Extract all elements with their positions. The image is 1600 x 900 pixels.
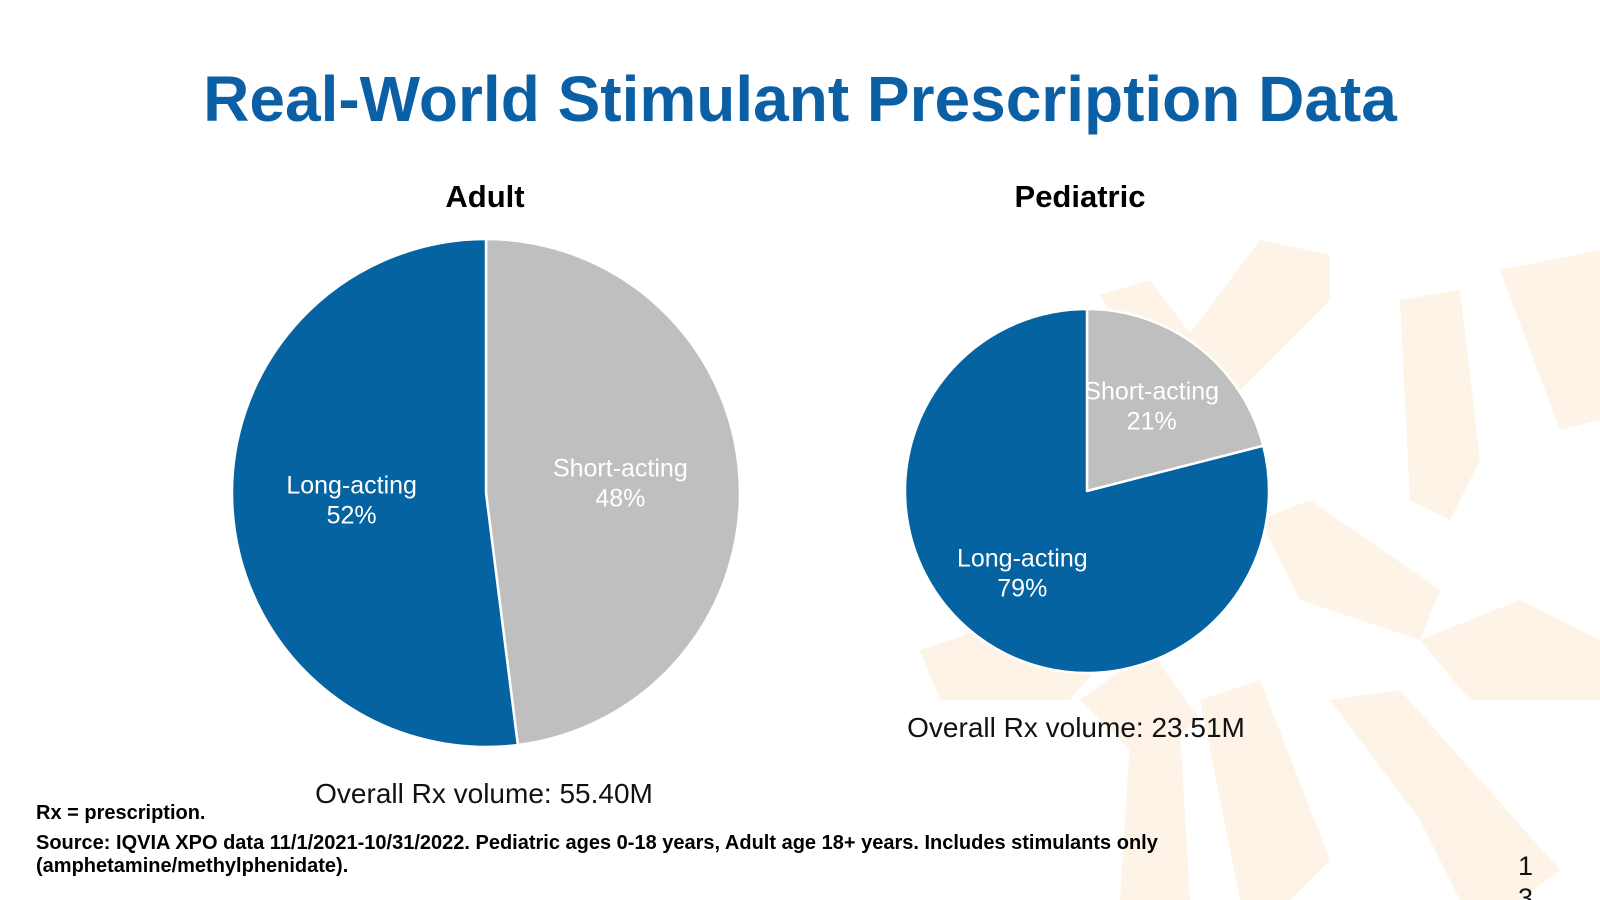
data-label-category: Long-acting (286, 471, 417, 499)
data-label-percent: 79% (997, 574, 1047, 602)
decor-shape (1330, 690, 1480, 820)
data-label: Short-acting 48% (553, 455, 688, 513)
data-label-percent: 48% (595, 485, 645, 513)
pie-pediatric: Short-acting 21% Long-acting 79% (903, 307, 1271, 675)
decor-shape (1500, 250, 1600, 430)
decor-shape (1120, 730, 1190, 900)
data-label-percent: 52% (327, 501, 377, 529)
pie-slice-long-acting (230, 237, 520, 749)
data-label-category: Short-acting (553, 455, 688, 483)
pie-slice-short-acting (484, 237, 742, 747)
decor-shape (1420, 780, 1560, 900)
data-label-percent: 21% (1127, 408, 1177, 436)
decor-shape (1420, 600, 1600, 700)
data-label: Short-acting 21% (1084, 378, 1219, 436)
decor-shape (1260, 500, 1440, 640)
pie-slice-short-acting (1085, 307, 1265, 493)
page-title: Real-World Stimulant Prescription Data (203, 63, 1397, 135)
pie-adult: Short-acting 48% Long-acting 52% (230, 237, 742, 749)
decor-shape (1200, 680, 1330, 900)
data-label: Long-acting 52% (286, 471, 417, 529)
footnote-abbreviation: Rx = prescription. (36, 802, 206, 824)
chart-title-pediatric: Pediatric (1014, 179, 1146, 214)
data-label-category: Short-acting (1084, 378, 1219, 406)
page-number: 13 (1518, 851, 1534, 900)
footnote-source: Source: IQVIA XPO data 11/1/2021-10/31/2… (36, 832, 1158, 877)
pediatric-volume-caption: Overall Rx volume: 23.51M (907, 712, 1245, 743)
chart-title-adult: Adult (445, 179, 525, 214)
decor-shape (1400, 290, 1480, 520)
data-label: Long-acting 79% (957, 544, 1088, 602)
data-label-category: Long-acting (957, 544, 1088, 572)
pie-slice-long-acting (903, 307, 1271, 675)
adult-volume-caption: Overall Rx volume: 55.40M (315, 778, 653, 809)
